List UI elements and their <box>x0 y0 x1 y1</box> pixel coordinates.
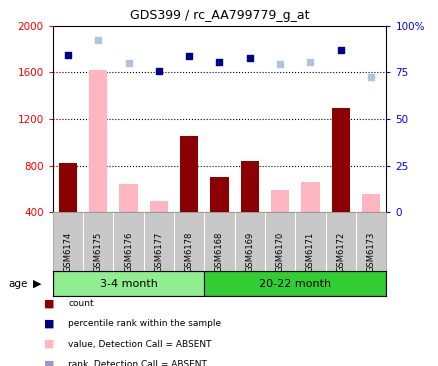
Text: value, Detection Call = ABSENT: value, Detection Call = ABSENT <box>68 340 211 348</box>
Bar <box>204 271 385 296</box>
Bar <box>301 182 319 212</box>
Text: 3-4 month: 3-4 month <box>99 279 157 289</box>
Point <box>215 59 223 65</box>
Bar <box>53 271 204 296</box>
Point <box>125 60 132 66</box>
Text: rank, Detection Call = ABSENT: rank, Detection Call = ABSENT <box>68 360 206 366</box>
Point <box>64 52 71 58</box>
Text: percentile rank within the sample: percentile rank within the sample <box>68 320 221 328</box>
Text: ▶: ▶ <box>33 279 41 289</box>
Bar <box>59 163 77 212</box>
Point <box>306 59 313 65</box>
Point <box>155 68 162 74</box>
Point <box>367 74 374 80</box>
Text: 20-22 month: 20-22 month <box>259 279 331 289</box>
Point <box>246 55 253 61</box>
Bar <box>240 161 258 212</box>
Text: GDS399 / rc_AA799779_g_at: GDS399 / rc_AA799779_g_at <box>130 9 308 22</box>
Point <box>336 47 343 53</box>
Bar <box>270 190 289 212</box>
Bar <box>149 201 168 212</box>
Text: ■: ■ <box>44 339 54 349</box>
Point <box>185 53 192 59</box>
Text: age: age <box>9 279 28 289</box>
Text: ■: ■ <box>44 319 54 329</box>
Text: ■: ■ <box>44 299 54 309</box>
Point <box>95 37 102 42</box>
Bar <box>361 194 379 212</box>
Bar <box>89 70 107 212</box>
Point <box>276 61 283 67</box>
Bar <box>331 108 349 212</box>
Text: count: count <box>68 299 93 308</box>
Bar <box>180 137 198 212</box>
Bar <box>119 184 137 212</box>
Text: ■: ■ <box>44 359 54 366</box>
Bar <box>210 177 228 212</box>
